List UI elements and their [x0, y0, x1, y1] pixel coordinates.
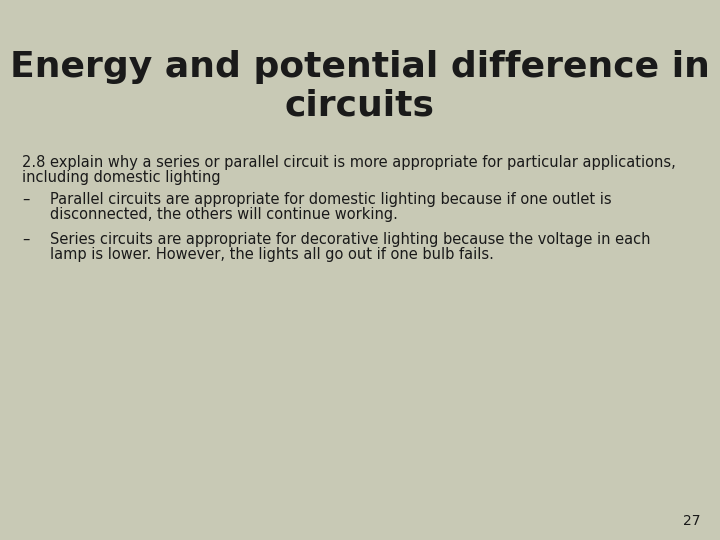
Text: Parallel circuits are appropriate for domestic lighting because if one outlet is: Parallel circuits are appropriate for do…: [50, 192, 611, 207]
Text: –: –: [22, 192, 30, 207]
Text: including domestic lighting: including domestic lighting: [22, 170, 220, 185]
Text: disconnected, the others will continue working.: disconnected, the others will continue w…: [50, 207, 398, 222]
Text: circuits: circuits: [285, 88, 435, 122]
Text: 2.8 explain why a series or parallel circuit is more appropriate for particular : 2.8 explain why a series or parallel cir…: [22, 155, 676, 170]
Text: Series circuits are appropriate for decorative lighting because the voltage in e: Series circuits are appropriate for deco…: [50, 232, 650, 247]
Text: Energy and potential difference in: Energy and potential difference in: [10, 50, 710, 84]
Text: lamp is lower. However, the lights all go out if one bulb fails.: lamp is lower. However, the lights all g…: [50, 247, 494, 262]
Text: –: –: [22, 232, 30, 247]
Text: 27: 27: [683, 514, 700, 528]
